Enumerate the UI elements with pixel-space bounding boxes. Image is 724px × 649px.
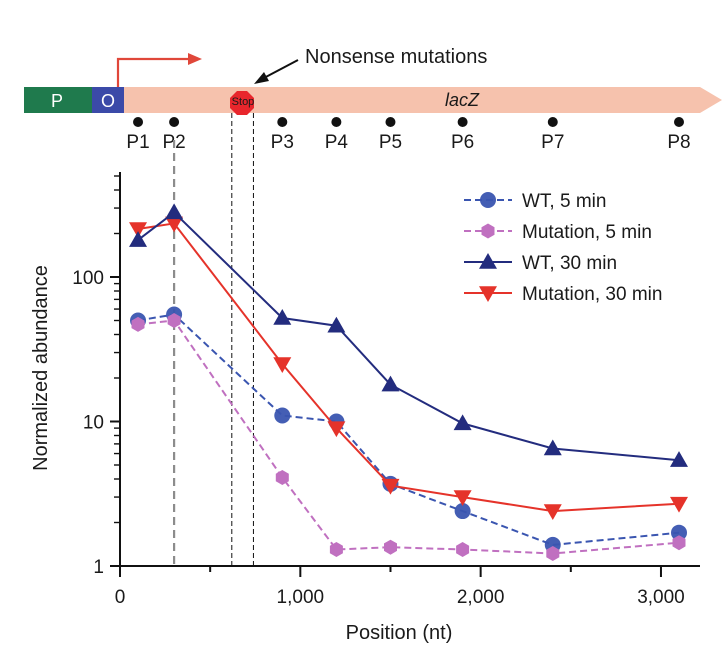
data-point (131, 316, 145, 332)
probe-label: P4 (325, 132, 349, 153)
x-axis-label: Position (nt) (346, 622, 453, 644)
series-line (137, 211, 680, 462)
data-point (546, 546, 560, 561)
legend-label: Mutation, 5 min (522, 222, 652, 243)
series-line (137, 222, 680, 513)
gene-diagram: P O Stop lacZ Nonsense mutations P1 P2 P3 P… (24, 46, 722, 153)
legend-marker (481, 223, 495, 239)
legend-label: WT, 5 min (522, 191, 606, 212)
series-mutation-30-min (129, 216, 688, 521)
x-tick-label: 3,000 (637, 587, 685, 608)
data-series (129, 203, 688, 561)
data-point (384, 539, 397, 555)
lacz-gene-arrow (124, 87, 722, 113)
legend-label: Mutation, 30 min (522, 284, 662, 305)
data-point (456, 542, 470, 557)
data-point (329, 542, 343, 557)
data-point (273, 357, 292, 373)
data-point (381, 375, 400, 392)
legend-label: WT, 30 min (522, 253, 617, 274)
probe-dot (457, 117, 468, 127)
series-line (137, 313, 680, 546)
annotation-pointer (261, 59, 299, 80)
stop-label: Stop (232, 96, 255, 108)
probe-dot (169, 117, 180, 127)
legend-marker (480, 192, 496, 208)
x-tick-label: 2,000 (457, 587, 505, 608)
data-point (670, 451, 688, 467)
chart: 1 10 100 0 1,000 2,000 3,000 Position (nt) No… (30, 113, 700, 644)
y-axis-label: Normalized abundance (30, 265, 52, 471)
data-point (165, 216, 184, 233)
transcription-arrow-head (188, 53, 202, 65)
data-point (165, 203, 184, 220)
data-point (672, 535, 686, 551)
y-tick-label: 100 (72, 268, 104, 289)
operator-box (92, 87, 124, 113)
series-line (137, 319, 680, 555)
data-point (454, 503, 471, 520)
nonsense-mutations-label: Nonsense mutations (305, 46, 487, 68)
annotation-pointer-head (254, 72, 269, 84)
data-point (129, 222, 148, 238)
legend: WT, 5 min Mutation, 5 min WT, 30 min Mutati… (464, 191, 662, 305)
data-point (327, 421, 346, 438)
probe-dot (331, 117, 342, 127)
data-point (543, 504, 562, 521)
probe-label: P8 (667, 132, 690, 153)
probe-dot (385, 117, 396, 127)
data-point (453, 414, 472, 431)
probe-dot (277, 117, 288, 127)
x-tick-label: 1,000 (277, 587, 325, 608)
data-point (327, 316, 346, 333)
series-wt-5-min (130, 306, 687, 553)
promoter-box (24, 87, 92, 113)
probe-label: P3 (271, 132, 294, 153)
y-tick-label: 1 (93, 557, 104, 578)
series-mutation-5-min (131, 313, 686, 561)
probe-label: P1 (126, 132, 149, 153)
data-point (275, 470, 289, 485)
probe-dot (674, 117, 684, 127)
y-tick-label: 10 (83, 413, 104, 434)
probe-label: P7 (541, 132, 564, 153)
data-point (273, 309, 292, 325)
data-point (453, 490, 472, 507)
data-point (129, 231, 148, 247)
transcription-start-arrow (116, 57, 190, 87)
probe-label: P6 (451, 132, 474, 153)
probe-markers: P1 P2 P3 P4 P5 P6 P7 P8 (126, 117, 691, 153)
probe-dot (547, 117, 558, 127)
data-point (670, 496, 688, 513)
probe-label: P5 (379, 132, 402, 153)
legend-marker (479, 253, 497, 269)
promoter-label: P (51, 91, 63, 111)
probe-dot (133, 117, 144, 127)
x-tick-label: 0 (115, 587, 126, 608)
data-point (381, 478, 400, 495)
series-wt-30-min (129, 203, 688, 467)
data-point (543, 439, 562, 456)
data-point (167, 313, 181, 328)
operator-label: O (101, 91, 115, 111)
data-point (671, 524, 687, 541)
data-point (274, 407, 291, 424)
y-axis-ticks: 1 10 100 (72, 175, 120, 578)
x-axis-ticks: 0 1,000 2,000 3,000 (115, 566, 685, 608)
stop-sign-icon (230, 91, 254, 115)
legend-marker (479, 286, 497, 302)
gene-label: lacZ (445, 90, 480, 110)
